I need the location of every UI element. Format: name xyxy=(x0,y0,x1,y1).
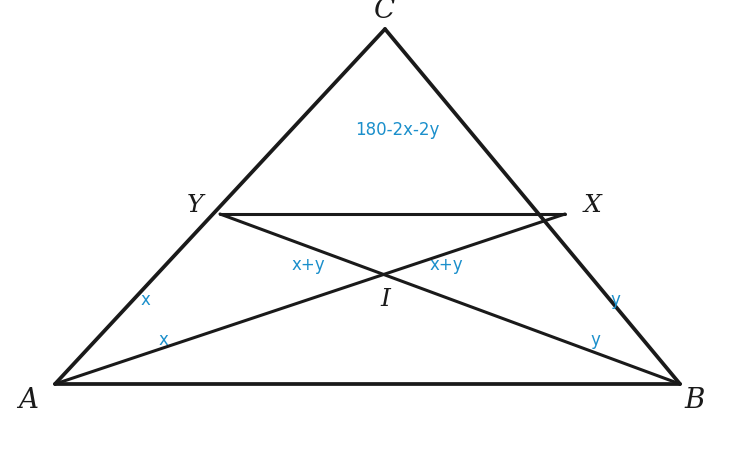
Text: A: A xyxy=(18,386,38,413)
Text: 180-2x-2y: 180-2x-2y xyxy=(355,121,439,139)
Text: x: x xyxy=(158,330,168,348)
Text: x: x xyxy=(140,290,150,308)
Text: Y: Y xyxy=(186,193,203,216)
Text: x+y: x+y xyxy=(430,255,464,273)
Text: C: C xyxy=(374,0,396,23)
Text: I: I xyxy=(380,288,390,311)
Text: y: y xyxy=(590,330,600,348)
Text: y: y xyxy=(610,290,620,308)
Text: B: B xyxy=(685,386,705,413)
Text: X: X xyxy=(583,193,601,216)
Text: x+y: x+y xyxy=(291,255,325,273)
